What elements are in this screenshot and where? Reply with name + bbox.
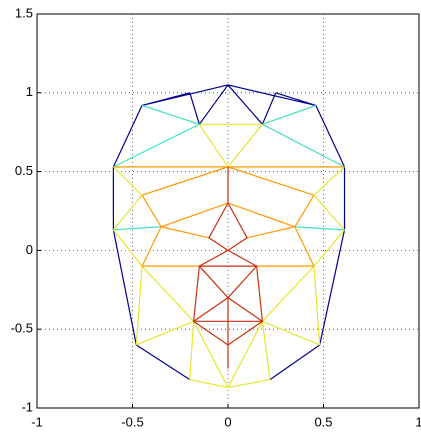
y-tick-label: 1: [26, 84, 33, 99]
x-tick-label: -1: [31, 414, 43, 429]
x-tick-label: 0.5: [314, 414, 332, 429]
y-tick-label: -0.5: [11, 321, 33, 336]
background: [0, 0, 421, 436]
y-tick-label: 0: [26, 242, 33, 257]
y-tick-label: -1: [21, 399, 33, 414]
page: -1-0.500.51-1-0.500.511.5 (() => { const…: [0, 0, 421, 436]
x-tick-label: -0.5: [121, 414, 143, 429]
x-tick-label: 0: [224, 414, 231, 429]
y-tick-label: 1.5: [15, 5, 33, 20]
y-tick-label: 0.5: [15, 163, 33, 178]
x-tick-label: 1: [415, 414, 421, 429]
chart: -1 -0.5 0 0.5 1 -1 -0.5 0 0.5 1 1.5: [0, 0, 421, 436]
